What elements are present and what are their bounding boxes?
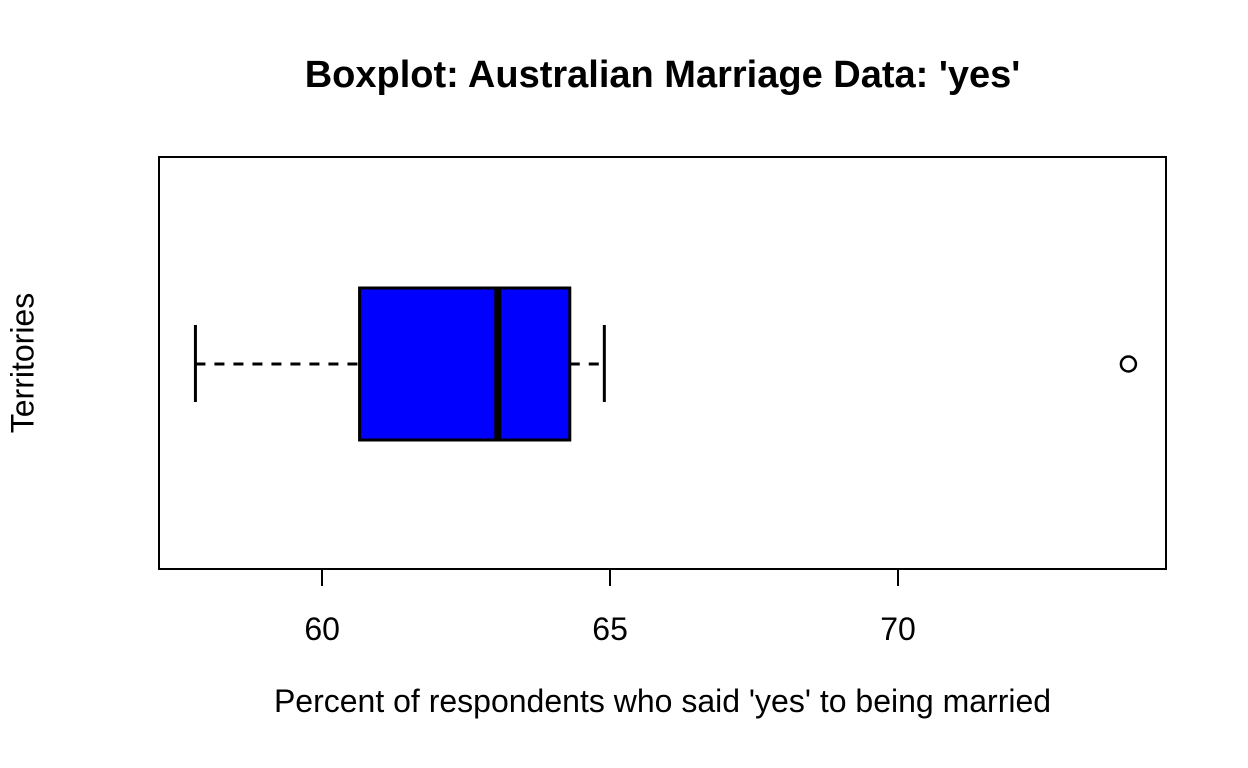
boxplot-canvas bbox=[193, 286, 1138, 442]
y-axis-label: Territories bbox=[4, 292, 41, 434]
x-tick-mark bbox=[897, 570, 900, 586]
chart-title: Boxplot: Australian Marriage Data: 'yes' bbox=[304, 54, 1021, 96]
x-tick-label: 60 bbox=[304, 611, 340, 647]
iqr-box bbox=[358, 286, 572, 442]
x-tick-label: 70 bbox=[880, 611, 916, 647]
x-tick-mark bbox=[609, 570, 612, 586]
x-tick-mark bbox=[321, 570, 324, 586]
x-tick-label: 65 bbox=[592, 611, 628, 647]
plot-area bbox=[158, 156, 1167, 570]
x-axis-label: Percent of respondents who said 'yes' to… bbox=[273, 683, 1052, 719]
outlier-point bbox=[1119, 355, 1138, 373]
